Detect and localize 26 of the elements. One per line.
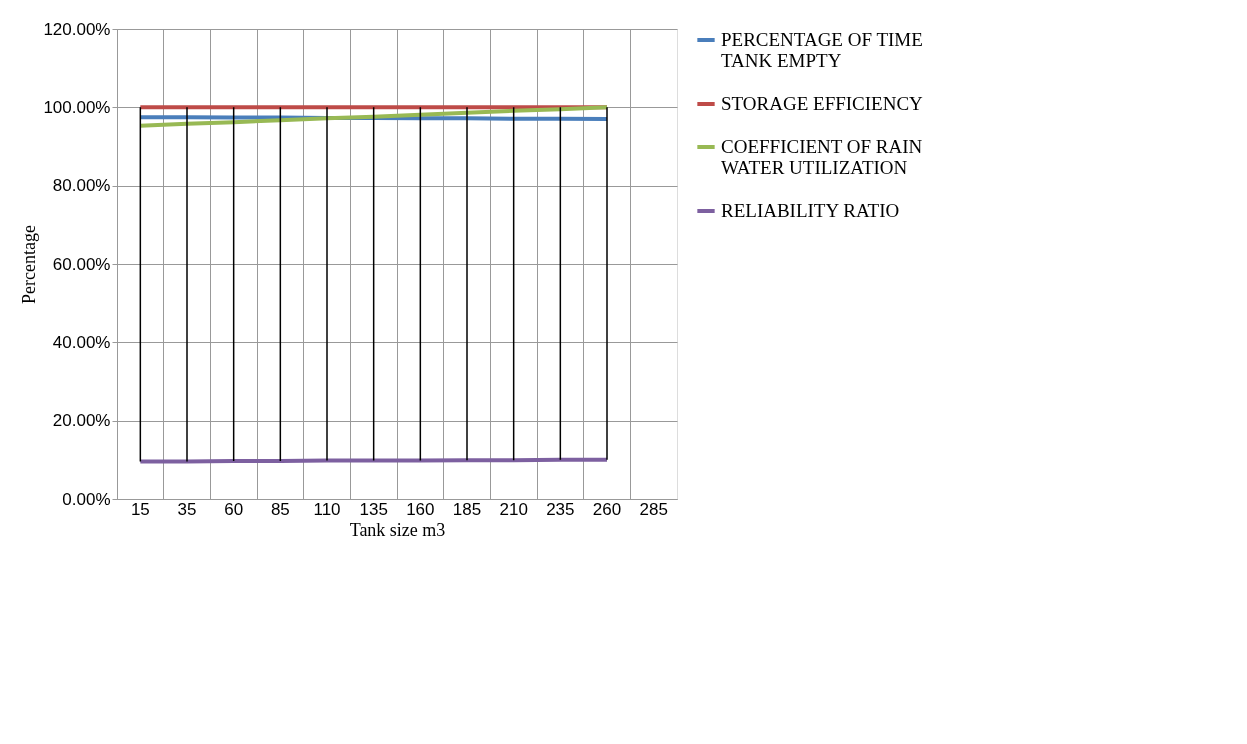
y-axis-title: Percentage: [19, 225, 40, 304]
y-tick-label: 60.00%: [52, 254, 111, 274]
y-tick-label: 80.00%: [52, 176, 111, 196]
legend-label: PERCENTAGE OF TIME TANK EMPTY: [721, 29, 923, 71]
x-tick-label: 260: [592, 499, 622, 519]
x-tick-label: 35: [177, 499, 197, 519]
x-tick-label: 185: [452, 499, 482, 519]
legend-label: STORAGE EFFICIENCY: [721, 93, 924, 114]
y-tick-label: 40.00%: [52, 332, 111, 352]
x-tick-label: 110: [313, 499, 341, 519]
x-tick-label: 160: [406, 499, 435, 519]
x-tick-label: 210: [499, 499, 528, 519]
x-tick-label: 60: [224, 499, 244, 519]
y-tick-label: 100.00%: [43, 97, 111, 117]
x-tick-label: 135: [359, 499, 388, 519]
y-tick-label: 120.00%: [43, 19, 111, 39]
x-tick-label: 15: [130, 499, 150, 519]
legend-label: RELIABILITY RATIO: [721, 200, 900, 221]
line-series: [138, 105, 609, 128]
x-tick-label: 285: [639, 499, 668, 519]
x-tick-label: 235: [546, 499, 575, 519]
y-tick-label: 20.00%: [52, 411, 111, 431]
x-tick-label: 85: [270, 499, 290, 519]
x-axis-title: Tank size m3: [349, 519, 446, 540]
legend-label: COEFFICIENT OF RAIN WATER UTILIZATION: [721, 136, 923, 178]
y-tick-label: 0.00%: [62, 489, 111, 509]
